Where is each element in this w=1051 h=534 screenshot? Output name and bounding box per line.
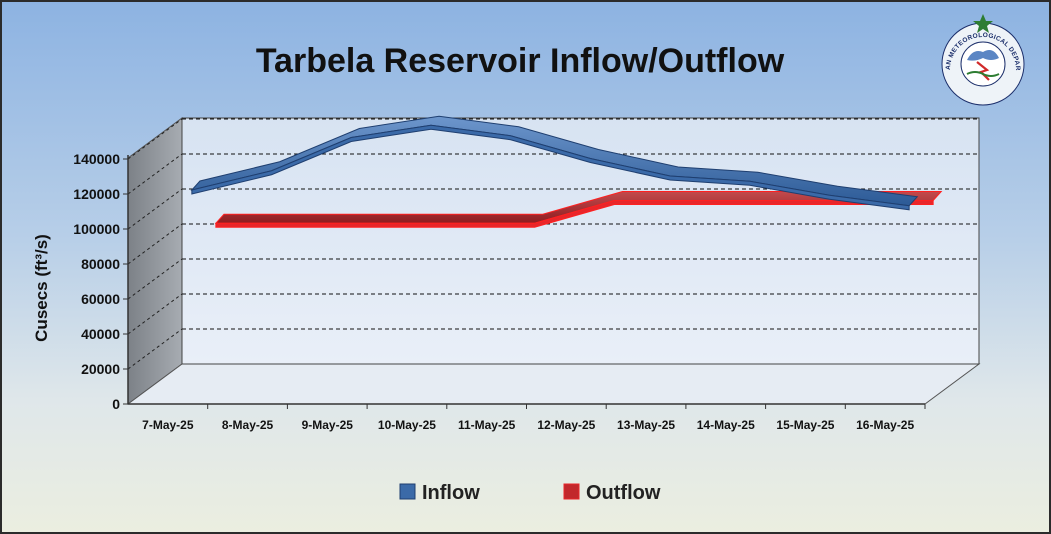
- x-tick-label: 8-May-25: [222, 418, 274, 432]
- data-marks: [190, 115, 943, 228]
- legend-label-outflow: Outflow: [586, 482, 661, 504]
- chart-title: Tarbela Reservoir Inflow/Outflow: [256, 42, 785, 80]
- series-outflow: [214, 191, 943, 228]
- side-gridline: [127, 188, 183, 230]
- y-tick-label: 140000: [73, 151, 120, 167]
- y-tick-label: 80000: [81, 256, 120, 272]
- x-tick-label: 13-May-25: [617, 418, 675, 432]
- y-tick-label: 40000: [81, 326, 120, 342]
- x-tick-label: 9-May-25: [302, 418, 354, 432]
- x-tick-label: 11-May-25: [458, 418, 516, 432]
- x-tick-label: 16-May-25: [856, 418, 914, 432]
- legend-item-outflow: Outflow: [563, 482, 661, 504]
- series-face-inflow: [191, 124, 910, 211]
- legend-swatch-outflow: [563, 483, 580, 500]
- plot-area: [126, 117, 981, 405]
- side-gridline: [127, 328, 183, 370]
- series-inflow: [190, 115, 919, 211]
- floor: [126, 363, 981, 405]
- y-tick-label: 120000: [73, 186, 120, 202]
- y-tick-label: 100000: [73, 221, 120, 237]
- legend-item-inflow: Inflow: [399, 482, 480, 504]
- legend-swatch-inflow: [399, 483, 416, 500]
- x-tick-label: 10-May-25: [378, 418, 436, 432]
- legend-label-inflow: Inflow: [422, 482, 480, 504]
- side-gridline: [127, 118, 183, 160]
- x-tick-label: 12-May-25: [537, 418, 595, 432]
- side-gridline: [127, 153, 183, 195]
- side-gridline: [127, 293, 183, 335]
- x-tick-label: 7-May-25: [142, 418, 194, 432]
- x-tick-label: 14-May-25: [697, 418, 755, 432]
- series-face-outflow: [215, 200, 934, 228]
- y-tick-label: 60000: [81, 291, 120, 307]
- side-wall: [127, 117, 183, 405]
- axis-labels: 0 20000 40000 60000 80000 100000 120000 140000 7…: [73, 151, 926, 432]
- y-tick-label: 20000: [81, 361, 120, 377]
- legend: Inflow Outflow: [399, 482, 661, 504]
- side-gridline: [127, 223, 183, 265]
- y-axis-label: Cusecs (ft³/s): [32, 234, 51, 342]
- pmd-logo-icon: PAKISTAN METEOROLOGICAL DEPARTMENT: [941, 14, 1025, 106]
- x-tick-label: 15-May-25: [776, 418, 834, 432]
- side-gridline: [127, 258, 183, 300]
- y-tick-label: 0: [112, 396, 120, 412]
